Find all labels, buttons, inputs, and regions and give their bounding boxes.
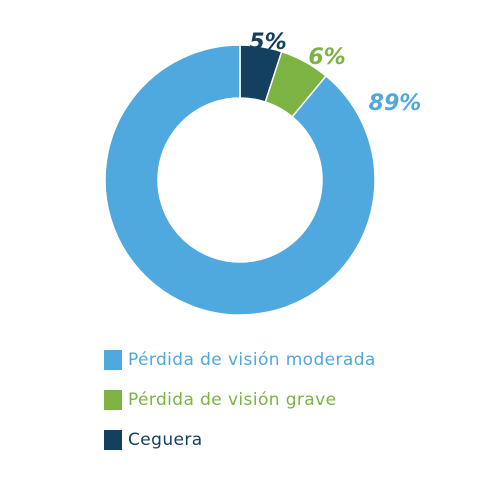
- donut-slices: [104, 44, 376, 316]
- value-label-grave: 6%: [308, 45, 345, 70]
- legend-label-grave: Pérdida de visión grave: [128, 390, 337, 410]
- value-labels: 5% 6% 89%: [249, 30, 421, 116]
- legend-swatch-moderada: [104, 350, 122, 370]
- legend-item-grave: Pérdida de visión grave: [104, 380, 376, 420]
- value-label-ceguera: 5%: [249, 30, 286, 55]
- value-label-moderada: 89%: [369, 91, 422, 116]
- legend-item-moderada: Pérdida de visión moderada: [104, 340, 376, 380]
- donut-chart: 5% 6% 89%: [104, 30, 421, 316]
- legend-swatch-ceguera: [104, 430, 122, 450]
- chart-legend: Pérdida de visión moderada Pérdida de vi…: [104, 340, 376, 460]
- legend-item-ceguera: Ceguera: [104, 420, 376, 460]
- slice-moderada: [104, 44, 376, 316]
- legend-label-moderada: Pérdida de visión moderada: [128, 350, 376, 370]
- legend-label-ceguera: Ceguera: [128, 430, 203, 450]
- legend-swatch-grave: [104, 390, 122, 410]
